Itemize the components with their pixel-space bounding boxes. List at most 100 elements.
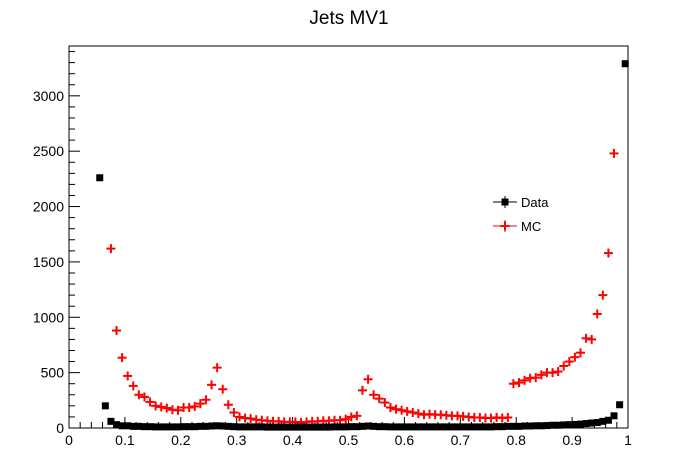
data-point (420, 423, 428, 431)
data-point (442, 423, 450, 431)
x-tick-label: 0.2 (171, 432, 191, 448)
data-point (230, 423, 238, 431)
data-point (331, 423, 339, 431)
mc-point (173, 405, 183, 415)
x-tick-label: 0 (65, 432, 73, 448)
data-point (208, 422, 216, 430)
data-point (571, 420, 579, 428)
mc-point (570, 352, 580, 362)
mc-point (536, 370, 546, 380)
data-point (174, 423, 182, 431)
data-point (107, 417, 115, 425)
legend-label-data: Data (521, 195, 549, 210)
data-point (409, 423, 417, 431)
data-point (616, 401, 624, 409)
mc-point (212, 363, 222, 373)
y-tick-label: 2000 (33, 199, 64, 215)
y-tick-label: 500 (41, 365, 65, 381)
mc-point (195, 399, 205, 409)
data-point (280, 423, 288, 431)
data-point (308, 423, 316, 431)
data-point (375, 423, 383, 431)
legend-marker-mc (500, 221, 510, 231)
mc-point (408, 407, 418, 417)
data-point (146, 423, 154, 431)
data-point (599, 417, 607, 425)
mc-point (145, 397, 155, 407)
data-point (476, 423, 484, 431)
data-point (526, 422, 534, 430)
data-point (454, 423, 462, 431)
mc-point (139, 392, 149, 402)
data-point (537, 422, 545, 430)
mc-point (151, 401, 161, 411)
data-point (219, 422, 227, 430)
data-point (297, 423, 305, 431)
data-point (286, 423, 294, 431)
data-point (319, 423, 327, 431)
mc-point (413, 409, 423, 419)
mc-point (218, 384, 228, 394)
mc-point (357, 385, 367, 395)
data-point (241, 423, 249, 431)
x-tick-label: 0.4 (283, 432, 303, 448)
mc-point (223, 400, 233, 410)
data-point (604, 416, 612, 424)
data-point (235, 423, 243, 431)
series-data (96, 60, 629, 431)
data-point (353, 423, 361, 431)
axes: 0 0.1 0.2 0.3 0.4 0.5 0.6 0.7 0.8 0.9 1 0 500 1000 150… (33, 45, 632, 448)
data-point (196, 422, 204, 430)
data-point (504, 422, 512, 430)
mc-point (207, 380, 217, 390)
mc-point (603, 248, 613, 258)
data-point (565, 421, 573, 429)
data-point (213, 422, 221, 430)
data-point (549, 421, 557, 429)
x-tick-label: 0.8 (506, 432, 526, 448)
data-point (303, 423, 311, 431)
data-point (621, 60, 629, 68)
data-point (191, 423, 199, 431)
mc-point (201, 395, 211, 405)
data-point (521, 422, 529, 430)
mc-point (564, 357, 574, 367)
mc-point (184, 403, 194, 413)
data-point (163, 423, 171, 431)
data-point (465, 423, 473, 431)
mc-point (346, 412, 356, 422)
mc-point (587, 334, 597, 344)
mc-point (380, 398, 390, 408)
mc-point (520, 375, 530, 385)
data-point (185, 423, 193, 431)
mc-point (575, 348, 585, 358)
data-point (129, 422, 137, 430)
mc-point (598, 290, 608, 300)
mc-point (514, 378, 524, 388)
mc-point (246, 414, 256, 424)
data-point (487, 423, 495, 431)
chart-title: Jets MV1 (309, 8, 388, 29)
data-point (576, 420, 584, 428)
data-point (168, 423, 176, 431)
data-point (431, 423, 439, 431)
mc-point (363, 374, 373, 384)
data-point (554, 421, 562, 429)
data-point (269, 423, 277, 431)
y-tick-label: 3000 (33, 88, 64, 104)
mc-point (335, 415, 345, 425)
data-point (414, 423, 422, 431)
data-point (593, 418, 601, 426)
x-tick-label: 0.3 (227, 432, 247, 448)
data-point (426, 423, 434, 431)
data-point (386, 423, 394, 431)
mc-point (352, 411, 362, 421)
mc-point (162, 403, 172, 413)
mc-point (609, 148, 619, 158)
mc-point (341, 414, 351, 424)
data-point (398, 423, 406, 431)
data-point (381, 423, 389, 431)
mc-point (128, 381, 138, 391)
y-tick-label: 1000 (33, 309, 64, 325)
data-point (152, 423, 160, 431)
